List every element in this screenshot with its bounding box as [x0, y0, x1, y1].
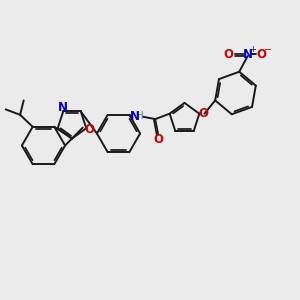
Text: O: O	[153, 133, 163, 146]
Text: −: −	[264, 44, 272, 55]
Text: N: N	[130, 110, 140, 123]
Text: +: +	[249, 45, 256, 54]
Text: O: O	[85, 123, 95, 136]
Text: N: N	[58, 101, 68, 114]
Text: O: O	[223, 47, 233, 61]
Text: N: N	[243, 47, 253, 61]
Text: H: H	[136, 111, 144, 121]
Text: O: O	[257, 47, 267, 61]
Text: O: O	[199, 107, 208, 120]
